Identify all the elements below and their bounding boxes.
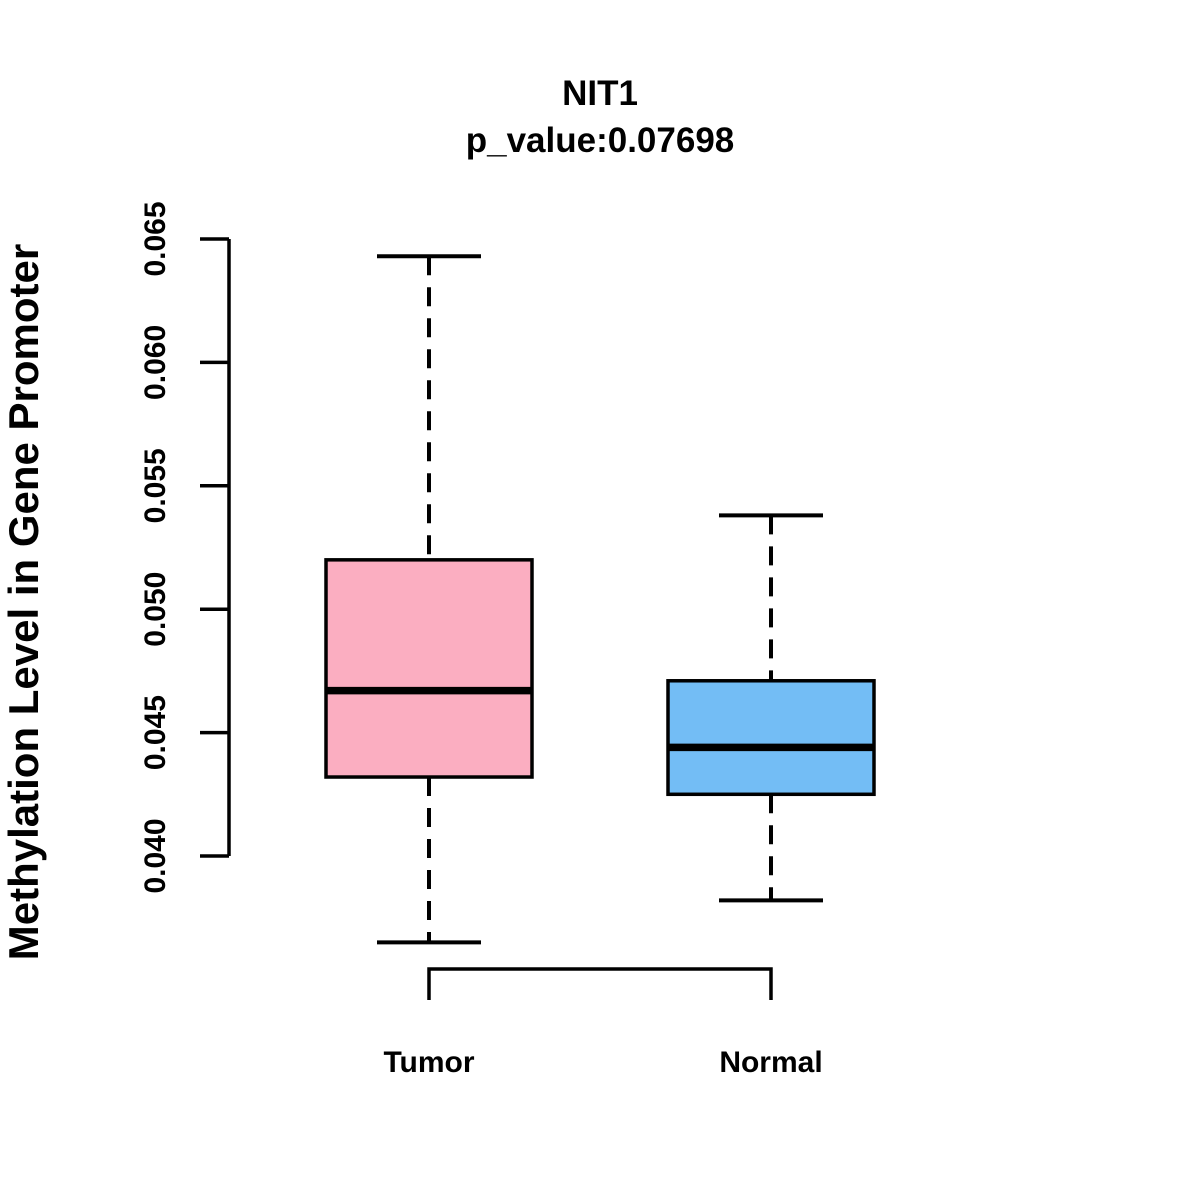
box-group-normal [666,513,876,903]
y-tick-label: 0.040 [139,818,172,893]
y-axis: 0.040 0.045 0.050 0.055 0.060 0.065 [139,201,231,894]
y-tick-label: 0.055 [139,448,172,523]
y-tick-label: 0.045 [139,695,172,770]
x-axis-bracket [427,967,773,1000]
chart-subtitle-pvalue: p_value:0.07698 [466,121,735,160]
chart-title: NIT1 [562,74,638,113]
y-tick-label: 0.050 [139,572,172,647]
x-label-tumor: Tumor [383,1046,474,1079]
box-groups [324,254,876,945]
iqr-box [666,679,876,797]
box-group-tumor [324,254,534,945]
x-label-normal: Normal [719,1046,822,1079]
y-axis-title: Methylation Level in Gene Promoter [0,244,47,960]
y-tick-label: 0.065 [139,201,172,276]
y-tick-label: 0.060 [139,325,172,400]
iqr-box [324,558,534,779]
